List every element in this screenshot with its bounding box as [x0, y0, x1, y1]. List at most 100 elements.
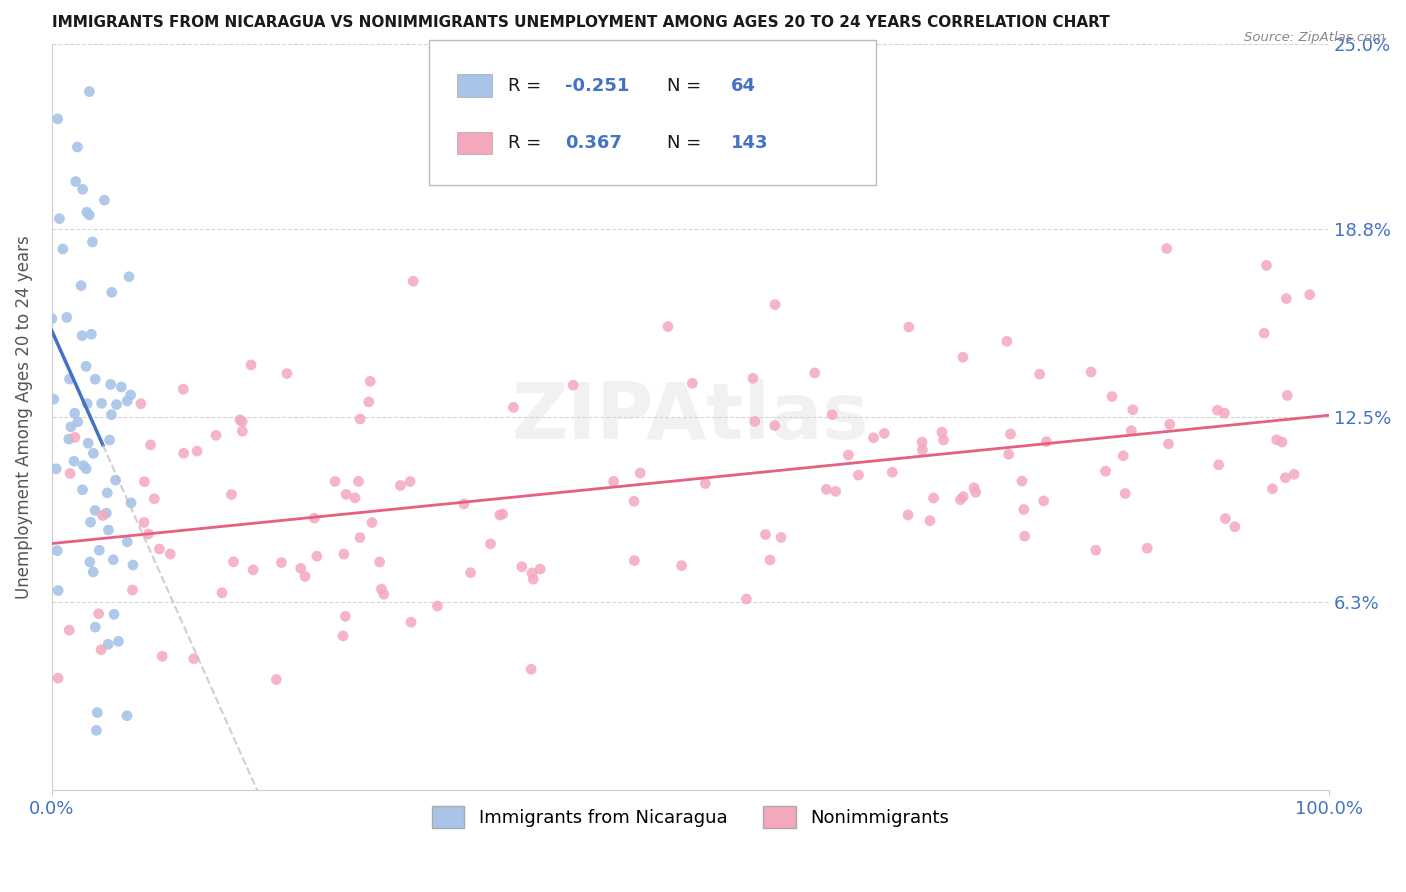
- Point: [1282, 467, 1305, 482]
- Point: [949, 492, 972, 507]
- Point: [90, 396, 112, 410]
- Point: [231, 424, 253, 438]
- Point: [45, 462, 67, 476]
- Point: [1014, 529, 1036, 543]
- Point: [270, 556, 292, 570]
- Point: [52, 242, 75, 256]
- Point: [361, 516, 384, 530]
- Point: [211, 586, 233, 600]
- Point: [148, 541, 170, 556]
- Point: [101, 285, 124, 300]
- Point: [96, 506, 118, 520]
- Point: [763, 297, 786, 311]
- Point: [105, 398, 128, 412]
- Point: [103, 607, 125, 622]
- Point: [695, 476, 717, 491]
- Point: [963, 481, 986, 495]
- Point: [79, 515, 101, 529]
- Point: [623, 553, 645, 567]
- Point: [657, 319, 679, 334]
- Point: [89, 543, 111, 558]
- Point: [1159, 417, 1181, 432]
- Point: [897, 320, 920, 334]
- Point: [84, 620, 107, 634]
- Point: [84, 372, 107, 386]
- Point: [93, 193, 115, 207]
- Point: [344, 491, 367, 505]
- Point: [97, 523, 120, 537]
- Point: [79, 85, 101, 99]
- Point: [602, 475, 624, 489]
- Point: [952, 490, 974, 504]
- Point: [862, 431, 884, 445]
- Text: 64: 64: [731, 77, 756, 95]
- Point: [305, 549, 328, 564]
- Point: [803, 366, 825, 380]
- Point: [138, 527, 160, 541]
- Point: [744, 414, 766, 428]
- Point: [918, 514, 941, 528]
- Point: [122, 558, 145, 572]
- Point: [1213, 406, 1236, 420]
- Point: [87, 607, 110, 621]
- Point: [150, 649, 173, 664]
- Point: [1000, 427, 1022, 442]
- Point: [183, 652, 205, 666]
- Point: [222, 555, 245, 569]
- Point: [402, 274, 425, 288]
- Point: [266, 673, 288, 687]
- Point: [562, 378, 585, 392]
- Point: [742, 371, 765, 385]
- Point: [399, 475, 422, 489]
- Point: [82, 446, 104, 460]
- Point: [96, 486, 118, 500]
- Point: [98, 433, 121, 447]
- Point: [46, 671, 69, 685]
- Point: [922, 491, 945, 505]
- Point: [70, 278, 93, 293]
- Point: [368, 555, 391, 569]
- Point: [770, 530, 793, 544]
- Point: [1012, 502, 1035, 516]
- Point: [837, 448, 859, 462]
- Legend: Immigrants from Nicaragua, Nonimmigrants: Immigrants from Nicaragua, Nonimmigrants: [423, 797, 957, 837]
- Point: [1101, 390, 1123, 404]
- Point: [104, 473, 127, 487]
- Point: [159, 547, 181, 561]
- Point: [132, 516, 155, 530]
- Point: [911, 435, 934, 450]
- Point: [304, 511, 326, 525]
- Point: [332, 629, 354, 643]
- Point: [82, 565, 104, 579]
- Text: IMMIGRANTS FROM NICARAGUA VS NONIMMIGRANTS UNEMPLOYMENT AMONG AGES 20 TO 24 YEAR: IMMIGRANTS FROM NICARAGUA VS NONIMMIGRAN…: [52, 15, 1109, 30]
- Point: [357, 395, 380, 409]
- Point: [628, 466, 651, 480]
- Point: [1114, 486, 1136, 500]
- Point: [63, 430, 86, 444]
- FancyBboxPatch shape: [457, 131, 492, 154]
- Text: R =: R =: [508, 134, 547, 152]
- Point: [82, 235, 104, 249]
- Point: [55, 310, 77, 325]
- Point: [965, 485, 987, 500]
- Point: [323, 475, 346, 489]
- Point: [370, 582, 392, 596]
- Point: [347, 475, 370, 489]
- Point: [735, 592, 758, 607]
- Text: -0.251: -0.251: [565, 77, 630, 95]
- Point: [173, 446, 195, 460]
- Point: [824, 484, 846, 499]
- Point: [1122, 402, 1144, 417]
- Y-axis label: Unemployment Among Ages 20 to 24 years: Unemployment Among Ages 20 to 24 years: [15, 235, 32, 599]
- Point: [681, 376, 703, 391]
- Point: [1035, 434, 1057, 449]
- Text: R =: R =: [508, 77, 547, 95]
- Point: [242, 563, 264, 577]
- Point: [763, 418, 786, 433]
- Point: [1261, 482, 1284, 496]
- Point: [1084, 543, 1107, 558]
- Point: [80, 327, 103, 342]
- Point: [65, 174, 87, 188]
- Point: [932, 433, 955, 447]
- Point: [1253, 326, 1275, 341]
